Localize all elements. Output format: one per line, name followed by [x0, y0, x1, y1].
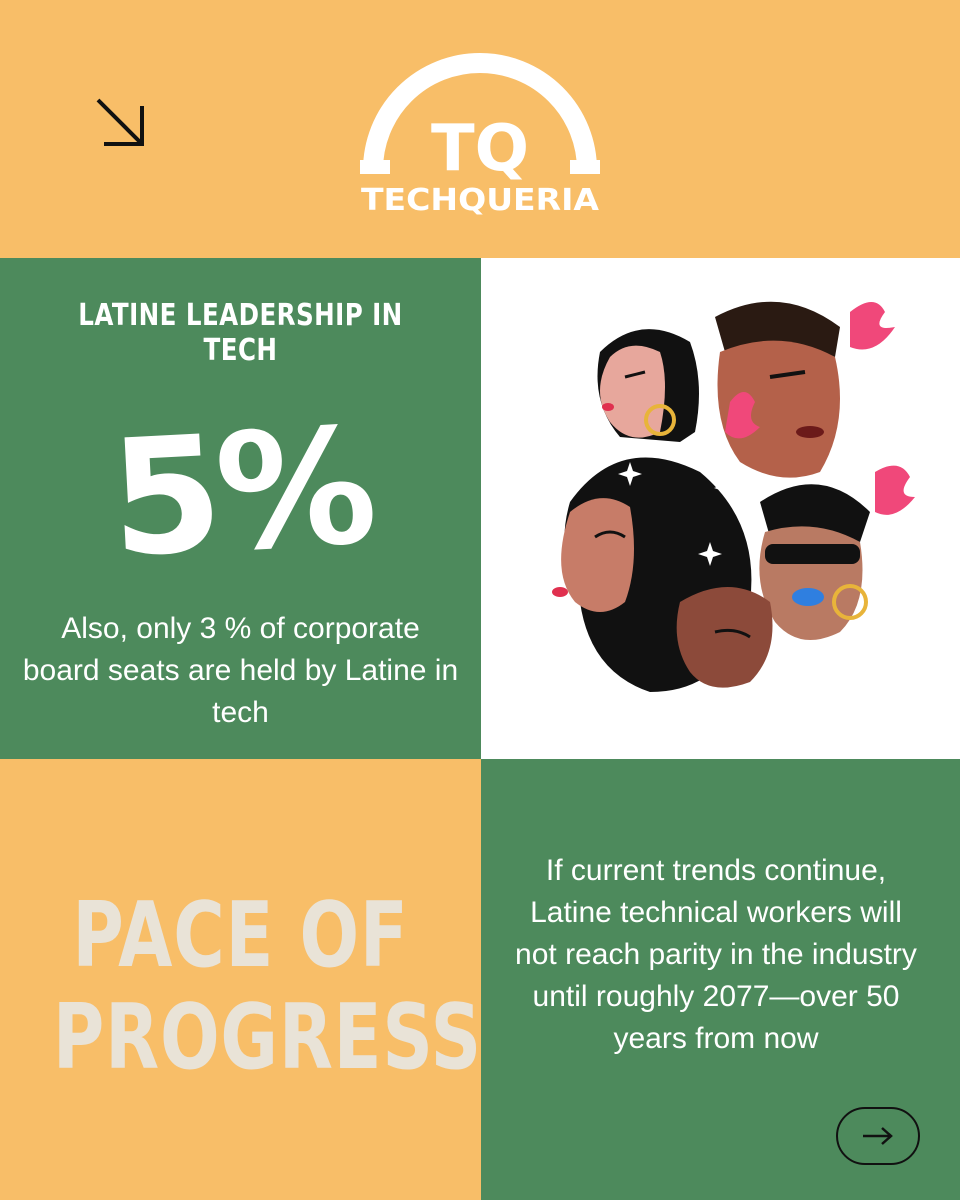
leadership-heading: LATINE LEADERSHIP IN TECH	[78, 298, 403, 368]
pace-line-1: PACE OF	[72, 883, 409, 988]
face-woman-top	[597, 329, 699, 442]
pace-line-2: PROGRESS	[52, 985, 482, 1090]
face-man-top	[715, 301, 895, 478]
header-band	[0, 0, 960, 258]
trend-panel	[481, 759, 960, 1200]
pace-of-progress-title: PACE OF PROGRESS	[0, 885, 481, 1089]
leadership-caption: Also, only 3 % of corporate board seats …	[22, 612, 459, 729]
face-woman-bottom	[676, 587, 773, 688]
latine-faces-illustration	[552, 301, 915, 692]
logo-monogram: TQ	[431, 112, 529, 186]
arrow-right-icon	[863, 1127, 893, 1145]
progress-panel	[0, 759, 481, 1200]
techqueria-logo: TQ TECHQUERIA	[360, 53, 600, 218]
trend-statement: If current trends continue, Latine techn…	[515, 854, 917, 1055]
leadership-stat: 5%	[105, 392, 376, 593]
logo-wordmark: TECHQUERIA	[361, 183, 600, 218]
face-person-right	[759, 465, 915, 640]
arrow-down-right-icon	[96, 98, 144, 146]
leadership-panel	[0, 258, 481, 759]
next-button[interactable]	[836, 1107, 920, 1165]
